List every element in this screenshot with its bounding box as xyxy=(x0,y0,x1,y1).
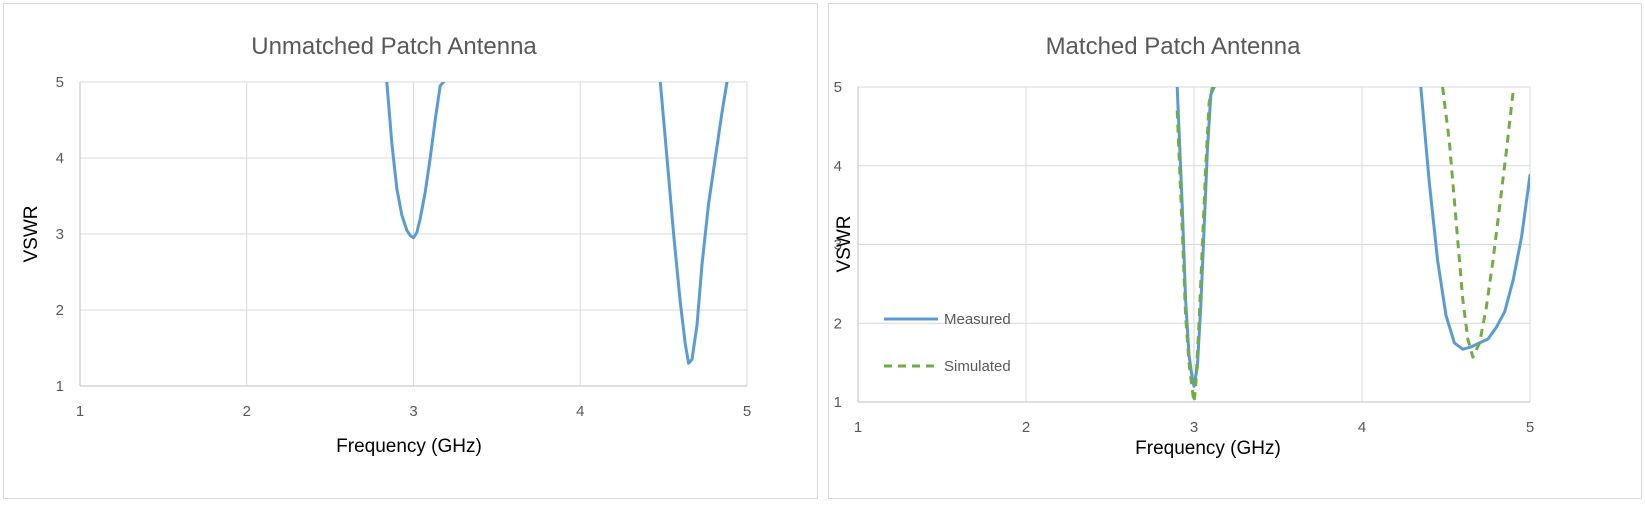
chart-title: Unmatched Patch Antenna xyxy=(251,33,537,60)
series-line-simulated xyxy=(1175,87,1515,402)
y-tick-label: 1 xyxy=(834,394,842,411)
y-axis-title: VSWR xyxy=(21,206,42,263)
y-tick-label: 4 xyxy=(834,158,842,175)
y-tick-label: 3 xyxy=(56,226,64,243)
x-axis-title: Frequency (GHz) xyxy=(1135,438,1281,459)
x-tick-label: 2 xyxy=(1022,419,1030,436)
x-tick-label: 1 xyxy=(76,403,84,420)
y-tick-label: 5 xyxy=(56,74,64,91)
x-tick-label: 2 xyxy=(243,403,251,420)
y-tick-label: 2 xyxy=(834,315,842,332)
x-tick-label: 1 xyxy=(854,419,862,436)
chart-matched: Matched Patch Antenna 1 2 3 4 5 1 2 3 4 5 Frequen… xyxy=(828,3,1642,499)
x-tick-label: 5 xyxy=(1526,419,1534,436)
chart-unmatched: Unmatched Patch Antenna 1 2 3 4 5 1 2 3 4 5 Frequ… xyxy=(3,3,818,499)
y-axis-title: VSWR xyxy=(834,216,855,273)
chart-unmatched-svg: Unmatched Patch Antenna 1 2 3 4 5 1 2 3 4 5 Frequ… xyxy=(21,33,752,457)
x-tick-label: 3 xyxy=(1190,419,1198,436)
legend: Measured Simulated xyxy=(884,311,1011,375)
series-line-vswr xyxy=(385,82,729,365)
legend-label-measured: Measured xyxy=(944,311,1011,328)
x-tick-label: 4 xyxy=(576,403,584,420)
x-axis-title: Frequency (GHz) xyxy=(336,436,482,457)
x-tick-label: 4 xyxy=(1358,419,1366,436)
y-tick-label: 2 xyxy=(56,302,64,319)
chart-matched-svg: Matched Patch Antenna 1 2 3 4 5 1 2 3 4 5 Frequen… xyxy=(834,33,1535,459)
plot-area-matched: 1 2 3 4 5 1 2 3 4 5 xyxy=(834,79,1535,436)
plot-area-unmatched: 1 2 3 4 5 1 2 3 4 5 xyxy=(56,74,752,420)
x-tick-label: 3 xyxy=(409,403,417,420)
y-tick-label: 3 xyxy=(834,237,842,254)
x-tick-label: 5 xyxy=(743,403,751,420)
chart-title: Matched Patch Antenna xyxy=(1046,33,1302,60)
series-line-measured xyxy=(1175,87,1530,388)
y-tick-label: 4 xyxy=(56,150,64,167)
y-tick-label: 5 xyxy=(834,79,842,96)
legend-label-simulated: Simulated xyxy=(944,358,1011,375)
y-tick-label: 1 xyxy=(56,378,64,395)
